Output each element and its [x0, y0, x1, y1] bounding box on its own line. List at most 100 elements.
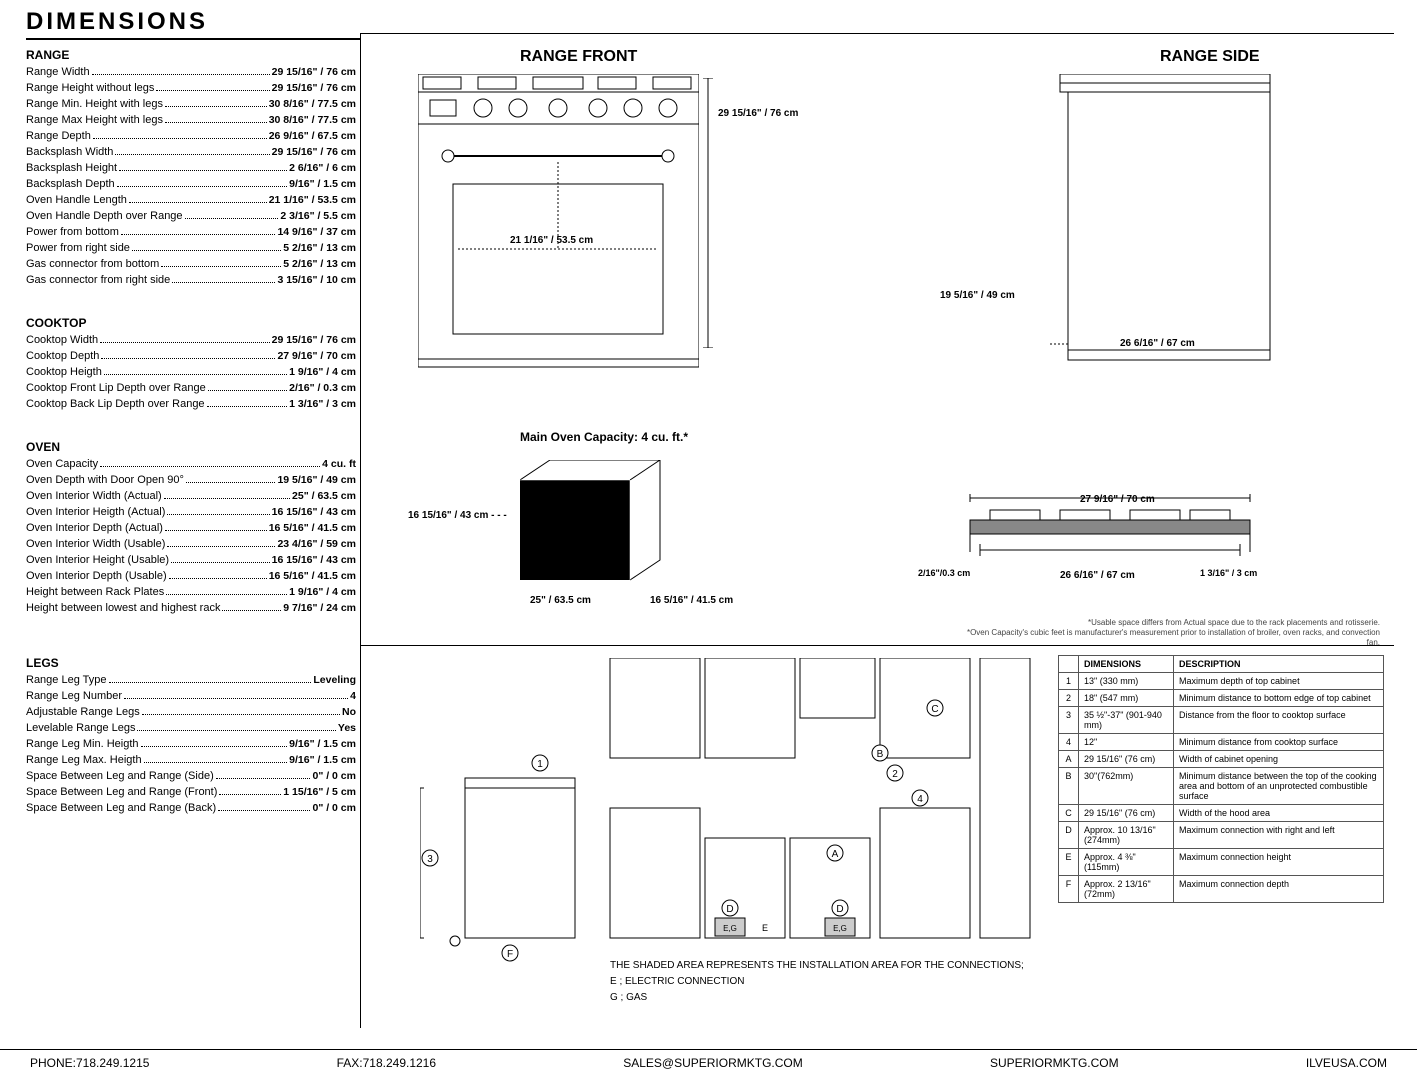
spec-row: Oven Interior Depth (Usable)16 5/16" / 4…: [26, 568, 356, 584]
spec-label: Oven Handle Depth over Range: [26, 208, 183, 224]
spec-dots: [169, 578, 267, 579]
spec-label: Backsplash Depth: [26, 176, 115, 192]
spec-value: 9/16" / 1.5 cm: [289, 736, 356, 752]
spec-row: Oven Interior Width (Usable)23 4/16" / 5…: [26, 536, 356, 552]
spec-row: Space Between Leg and Range (Front) 1 15/…: [26, 784, 356, 800]
footer: PHONE:718.249.1215 FAX:718.249.1216 SALE…: [0, 1049, 1417, 1070]
spec-value: 16 15/16" / 43 cm: [272, 552, 356, 568]
cooktop-top-dim: 27 9/16" / 70 cm: [1080, 494, 1155, 505]
spec-dots: [156, 90, 269, 91]
installation-diagram: 1 2 3 4 A B C D D E E,G E,G F: [420, 658, 1040, 978]
oven-depth-dim: 16 5/16" / 41.5 cm: [650, 595, 733, 606]
spec-label: Backsplash Height: [26, 160, 117, 176]
spec-dots: [141, 746, 288, 747]
cooktop-left-dim: 2/16"/0.3 cm: [918, 568, 970, 578]
spec-dots: [216, 778, 311, 779]
spec-dots: [186, 482, 276, 483]
spec-dots: [167, 546, 275, 547]
spec-label: Oven Depth with Door Open 90°: [26, 472, 184, 488]
spec-value: 1 15/16" / 5 cm: [283, 784, 356, 800]
spec-row: Range Max Height with legs30 8/16" / 77.…: [26, 112, 356, 128]
spec-value: 1 9/16" / 4 cm: [289, 584, 356, 600]
main-oven-title: Main Oven Capacity: 4 cu. ft.*: [520, 430, 688, 444]
spec-row: Backsplash Height2 6/16" / 6 cm: [26, 160, 356, 176]
spec-label: Height between Rack Plates: [26, 584, 164, 600]
spec-row: Backsplash Depth 9/16" / 1.5 cm: [26, 176, 356, 192]
section-header-cooktop: COOKTOP: [26, 316, 356, 330]
table-row: DApprox. 10 13/16" (274mm)Maximum connec…: [1059, 822, 1384, 849]
spec-row: Power from right side5 2/16" / 13 cm: [26, 240, 356, 256]
spec-dots: [167, 514, 269, 515]
spec-row: Oven Interior Width (Actual)25" / 63.5 c…: [26, 488, 356, 504]
spec-value: No: [342, 704, 356, 720]
spec-value: 19 5/16" / 49 cm: [277, 472, 356, 488]
spec-label: Space Between Leg and Range (Front): [26, 784, 217, 800]
section-header-oven: OVEN: [26, 440, 356, 454]
range-front-diagram: [418, 74, 699, 374]
spec-value: 5 2/16" / 13 cm: [283, 256, 356, 272]
spec-dots: [100, 342, 269, 343]
divider-top: [360, 33, 1394, 34]
svg-text:B: B: [877, 749, 884, 760]
spec-label: Cooktop Width: [26, 332, 98, 348]
spec-label: Cooktop Depth: [26, 348, 99, 364]
spec-row: Gas connector from right side3 15/16" / …: [26, 272, 356, 288]
side-depth-dim: 26 6/16" / 67 cm: [1120, 338, 1195, 349]
spec-label: Oven Handle Length: [26, 192, 127, 208]
spec-row: Oven Interior Depth (Actual)16 5/16" / 4…: [26, 520, 356, 536]
footer-web: SUPERIORMKTG.COM: [990, 1056, 1119, 1070]
spec-dots: [171, 562, 270, 563]
table-row: FApprox. 2 13/16" (72mm)Maximum connecti…: [1059, 876, 1384, 903]
spec-dots: [172, 282, 275, 283]
spec-dots: [115, 154, 269, 155]
spec-label: Range Leg Max. Heigth: [26, 752, 142, 768]
spec-dots: [142, 714, 340, 715]
spec-value: 16 15/16" / 43 cm: [272, 504, 356, 520]
spec-dots: [222, 610, 281, 611]
spec-dots: [124, 698, 348, 699]
spec-dots: [129, 202, 267, 203]
spec-dots: [161, 266, 281, 267]
footer-phone: PHONE:718.249.1215: [30, 1056, 149, 1070]
spec-row: Cooktop Back Lip Depth over Range1 3/16"…: [26, 396, 356, 412]
spec-label: Range Leg Min. Heigth: [26, 736, 139, 752]
spec-value: 4 cu. ft: [322, 456, 356, 472]
spec-label: Gas connector from right side: [26, 272, 170, 288]
spec-label: Range Leg Type: [26, 672, 107, 688]
page-title: DIMENSIONS: [26, 8, 360, 40]
spec-value: 30 8/16" / 77.5 cm: [269, 96, 356, 112]
spec-label: Cooktop Back Lip Depth over Range: [26, 396, 205, 412]
spec-row: Range Depth26 9/16" / 67.5 cm: [26, 128, 356, 144]
spec-row: Oven Interior Height (Usable) 16 15/16" /…: [26, 552, 356, 568]
oven-box-diagram: [520, 460, 700, 590]
spec-row: Range Leg TypeLeveling: [26, 672, 356, 688]
spec-value: 9/16" / 1.5 cm: [289, 176, 356, 192]
svg-text:3: 3: [427, 854, 433, 865]
spec-value: 21 1/16" / 53.5 cm: [269, 192, 356, 208]
spec-label: Oven Interior Depth (Usable): [26, 568, 167, 584]
spec-value: 29 15/16" / 76 cm: [272, 144, 356, 160]
spec-label: Adjustable Range Legs: [26, 704, 140, 720]
cooktop-right-dim: 1 3/16" / 3 cm: [1200, 568, 1257, 578]
spec-label: Gas connector from bottom: [26, 256, 159, 272]
spec-column: RANGERange Width29 15/16" / 76 cmRange H…: [26, 48, 356, 844]
install-notes: THE SHADED AREA REPRESENTS THE INSTALLAT…: [610, 958, 1024, 1006]
spec-dots: [185, 218, 279, 219]
spec-label: Oven Interior Width (Usable): [26, 536, 165, 552]
section-header-legs: LEGS: [26, 656, 356, 670]
front-height-dim: 29 15/16" / 76 cm: [718, 108, 798, 119]
range-side-title: RANGE SIDE: [1160, 48, 1260, 66]
spec-dots: [93, 138, 267, 139]
svg-text:D: D: [836, 904, 843, 915]
svg-text:1: 1: [537, 759, 543, 770]
oven-height-dim: 16 15/16" / 43 cm - - -: [408, 510, 507, 521]
spec-label: Power from bottom: [26, 224, 119, 240]
spec-row: Range Leg Min. Heigth 9/16" / 1.5 cm: [26, 736, 356, 752]
spec-dots: [137, 730, 335, 731]
spec-label: Cooktop Front Lip Depth over Range: [26, 380, 206, 396]
table-row: 412"Minimum distance from cooktop surfac…: [1059, 734, 1384, 751]
side-depth-open-dim: 19 5/16" / 49 cm: [940, 290, 1015, 301]
spec-label: Range Height without legs: [26, 80, 154, 96]
spec-label: Oven Capacity: [26, 456, 98, 472]
spec-label: Oven Interior Height (Usable): [26, 552, 169, 568]
